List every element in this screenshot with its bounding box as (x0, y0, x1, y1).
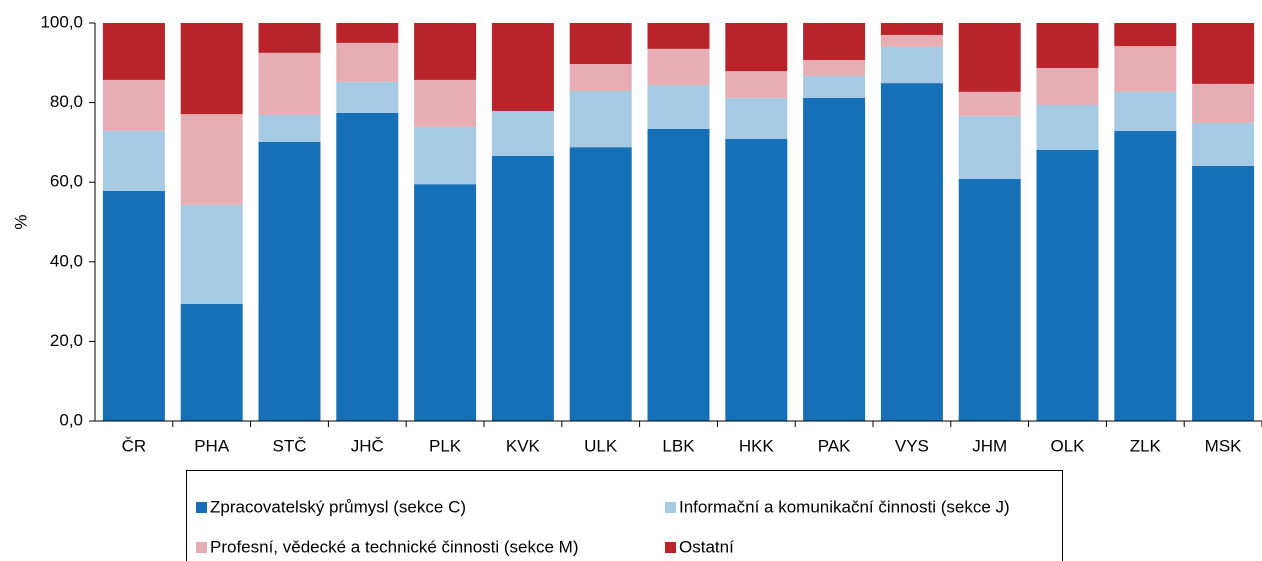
bar-segment (258, 142, 321, 421)
bar-segment (336, 23, 399, 43)
bar-segment (803, 75, 866, 98)
bar-segment (1036, 149, 1099, 421)
bar-segment (491, 155, 554, 421)
bar-segment (180, 303, 243, 421)
bar-segment (1114, 46, 1177, 92)
x-tick-label: JHM (972, 436, 1007, 455)
y-tick-label: 40,0 (50, 251, 83, 270)
y-tick-label: 60,0 (50, 172, 83, 191)
bar-segment (1192, 165, 1255, 421)
x-tick-label: OLK (1050, 436, 1085, 455)
bar-segment (1114, 91, 1177, 131)
x-tick-label: ULK (584, 436, 618, 455)
legend-label: Profesní, vědecké a technické činnosti (… (210, 537, 579, 556)
bar-segment (569, 23, 632, 64)
bar-segment (725, 138, 788, 421)
bar-segment (414, 23, 477, 80)
bar-segment (880, 83, 943, 422)
bar-segment (258, 23, 321, 53)
legend-label: Informační a komunikační činnosti (sekce… (679, 497, 1010, 516)
bar-segment (1192, 83, 1255, 123)
y-axis-label: % (11, 214, 30, 229)
bar-segment (803, 97, 866, 421)
bar-segment (491, 23, 554, 111)
x-tick-label: LBK (662, 436, 695, 455)
bar-segment (569, 91, 632, 148)
bar-segment (569, 147, 632, 421)
bar-segment (102, 23, 165, 80)
bar-segment (958, 23, 1021, 92)
bar-segment (491, 110, 554, 156)
bar-segment (414, 126, 477, 185)
bar-segment (336, 112, 399, 421)
bar-segment (336, 81, 399, 113)
bar-segment (647, 23, 710, 49)
bar-segment (958, 179, 1021, 421)
bar-segment (414, 184, 477, 421)
y-tick-label: 20,0 (50, 331, 83, 350)
bar-segment (958, 116, 1021, 180)
bar-segment (258, 52, 321, 115)
bar-segment (803, 60, 866, 76)
bar-segment (1192, 122, 1255, 166)
bar-segment (1192, 23, 1255, 84)
bar-segment (414, 79, 477, 127)
y-tick-label: 0,0 (59, 410, 83, 429)
x-tick-label: MSK (1205, 436, 1243, 455)
bar-segment (102, 79, 165, 131)
y-tick-label: 80,0 (50, 92, 83, 111)
bar-segment (647, 85, 710, 129)
bar-segment (336, 42, 399, 82)
x-tick-label: HKK (739, 436, 775, 455)
bar-segment (569, 63, 632, 92)
bar-segment (725, 97, 788, 139)
bar-segment (258, 114, 321, 143)
x-tick-label: STČ (273, 436, 307, 455)
x-tick-label: ČR (122, 436, 147, 455)
bar-segment (180, 23, 243, 115)
x-tick-label: ZLK (1130, 436, 1162, 455)
bar-segment (647, 48, 710, 86)
legend-label: Zpracovatelský průmysl (sekce C) (210, 497, 466, 516)
bar-segment (102, 130, 165, 191)
bar-segment (725, 71, 788, 98)
bar-segment (102, 190, 165, 421)
bar-segment (1036, 67, 1099, 105)
x-tick-label: KVK (506, 436, 541, 455)
legend-box (186, 470, 1063, 561)
legend-swatch (665, 542, 676, 553)
x-tick-label: PHA (194, 436, 230, 455)
bar-segment (1114, 23, 1177, 47)
bar-segment (180, 204, 243, 304)
x-tick-label: PAK (818, 436, 851, 455)
bar-segment (1036, 23, 1099, 68)
bar-segment (880, 23, 943, 35)
legend-swatch (196, 502, 207, 513)
legend-label: Ostatní (679, 537, 734, 556)
legend-swatch (665, 502, 676, 513)
legend-swatch (196, 542, 207, 553)
y-tick-label: 100,0 (40, 12, 83, 31)
bar-segment (880, 46, 943, 84)
x-tick-label: PLK (429, 436, 462, 455)
bar-segment (180, 114, 243, 205)
bar-segment (803, 23, 866, 61)
x-tick-label: JHČ (351, 436, 384, 455)
bar-segment (1036, 104, 1099, 150)
bar-segment (647, 128, 710, 422)
x-tick-label: VYS (895, 436, 929, 455)
bar-segment (725, 23, 788, 72)
bar-segment (958, 91, 1021, 117)
bar-segment (880, 34, 943, 47)
bar-segment (1114, 130, 1177, 421)
